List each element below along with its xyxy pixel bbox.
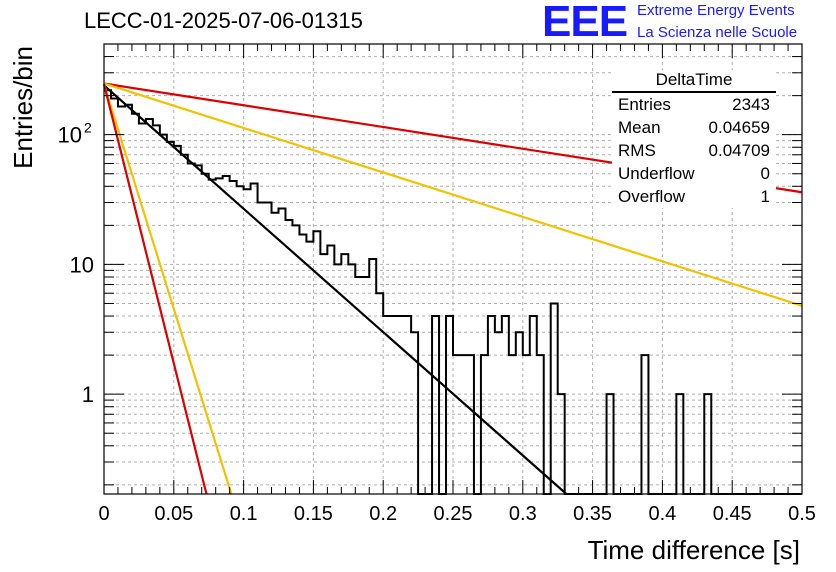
stats-value: 0	[760, 164, 770, 183]
x-tick-label: 0.5	[788, 503, 816, 525]
reference-line	[102, 83, 233, 495]
x-tick-label: 0.15	[294, 503, 333, 525]
y-axis-label: Entries/bin	[8, 46, 38, 169]
stats-value: 0.04709	[708, 141, 770, 160]
axes: 0 0.05 0.1 0.15 0.2 0.25 0.3 0.35 0.4 0.45 0.51101…	[58, 43, 816, 525]
logo-line-2: La Scienza nelle Scuole	[637, 24, 798, 41]
stats-box-title: DeltaTime	[612, 70, 776, 93]
x-tick-label: 0.2	[369, 503, 397, 525]
stats-value: 2343	[732, 95, 770, 114]
stats-value: 0.04659	[708, 118, 770, 137]
x-tick-label: 0.45	[713, 503, 752, 525]
y-tick-label: 10	[70, 252, 94, 277]
stats-row-overflow: Overflow 1	[612, 185, 776, 208]
y-tick-exponent: 2	[84, 120, 92, 136]
x-tick-label: 0.4	[648, 503, 676, 525]
stats-box: DeltaTime Entries 2343 Mean 0.04659 RMS …	[612, 70, 776, 208]
stats-label: Mean	[618, 118, 661, 137]
eee-logo: EEE	[542, 0, 628, 46]
fit-line	[103, 84, 568, 495]
stats-row-entries: Entries 2343	[612, 93, 776, 116]
x-tick-label: 0.35	[573, 503, 612, 525]
stats-row-rms: RMS 0.04709	[612, 139, 776, 162]
stats-row-mean: Mean 0.04659	[612, 116, 776, 139]
x-tick-label: 0.25	[434, 503, 473, 525]
logo-line-1: Extreme Energy Events	[637, 2, 795, 19]
y-tick-label: 1	[82, 382, 94, 407]
x-tick-label: 0.1	[230, 503, 258, 525]
stats-value: 1	[760, 187, 770, 206]
chart-title: LECC-01-2025-07-06-01315	[84, 8, 363, 33]
stats-row-underflow: Underflow 0	[612, 162, 776, 185]
y-tick-label: 10	[58, 123, 82, 148]
stats-label: Underflow	[618, 164, 695, 183]
stats-label: RMS	[618, 141, 656, 160]
x-tick-label: 0.05	[154, 503, 193, 525]
stats-label: Overflow	[618, 187, 686, 206]
x-tick-label: 0	[98, 503, 109, 525]
reference-line	[103, 82, 803, 307]
x-tick-label: 0.3	[509, 503, 537, 525]
x-axis-label: Time difference [s]	[588, 535, 800, 565]
reference-line	[102, 83, 208, 495]
stats-label: Entries	[618, 95, 671, 114]
